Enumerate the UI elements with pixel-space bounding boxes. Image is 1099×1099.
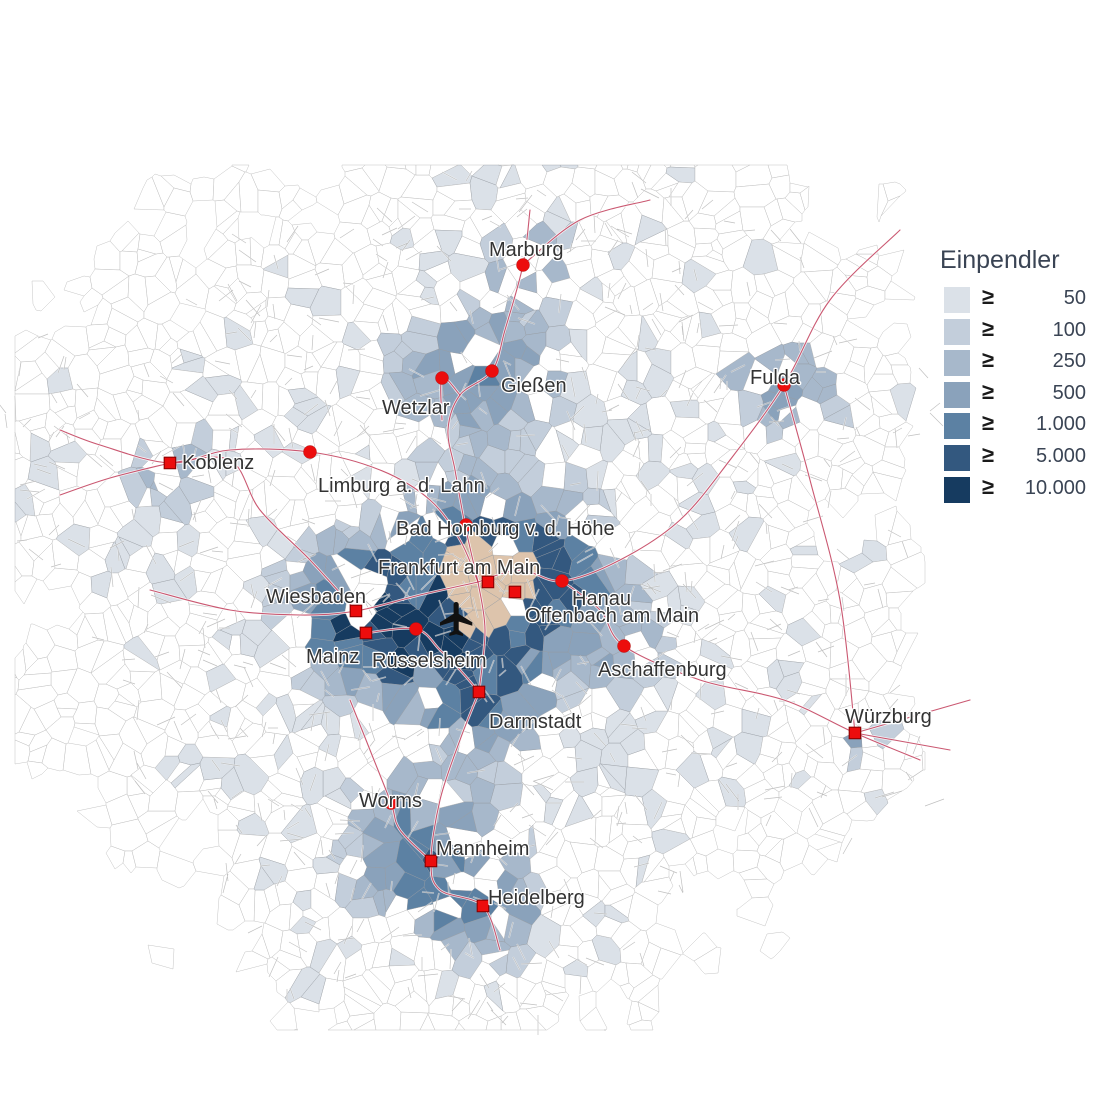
svg-text:Fulda: Fulda	[750, 367, 801, 389]
svg-text:Wiesbaden: Wiesbaden	[266, 586, 366, 608]
svg-text:Bad Homburg v. d. Höhe: Bad Homburg v. d. Höhe	[396, 518, 615, 540]
svg-text:Koblenz: Koblenz	[182, 452, 254, 474]
svg-text:Wetzlar: Wetzlar	[382, 397, 450, 419]
svg-text:Darmstadt: Darmstadt	[489, 711, 582, 733]
svg-text:Worms: Worms	[359, 790, 422, 812]
svg-text:Frankfurt am Main: Frankfurt am Main	[378, 557, 540, 579]
svg-text:Marburg: Marburg	[489, 239, 563, 261]
svg-text:Rüsselsheim: Rüsselsheim	[372, 650, 486, 672]
svg-text:Würzburg: Würzburg	[845, 706, 932, 728]
svg-text:Gießen: Gießen	[501, 375, 567, 397]
svg-text:Aschaffenburg: Aschaffenburg	[598, 659, 727, 681]
svg-text:Mannheim: Mannheim	[436, 838, 529, 860]
svg-text:Heidelberg: Heidelberg	[488, 887, 585, 909]
svg-text:Mainz: Mainz	[306, 646, 359, 668]
svg-text:Limburg a. d. Lahn: Limburg a. d. Lahn	[318, 475, 485, 497]
svg-text:Offenbach am Main: Offenbach am Main	[525, 605, 699, 627]
